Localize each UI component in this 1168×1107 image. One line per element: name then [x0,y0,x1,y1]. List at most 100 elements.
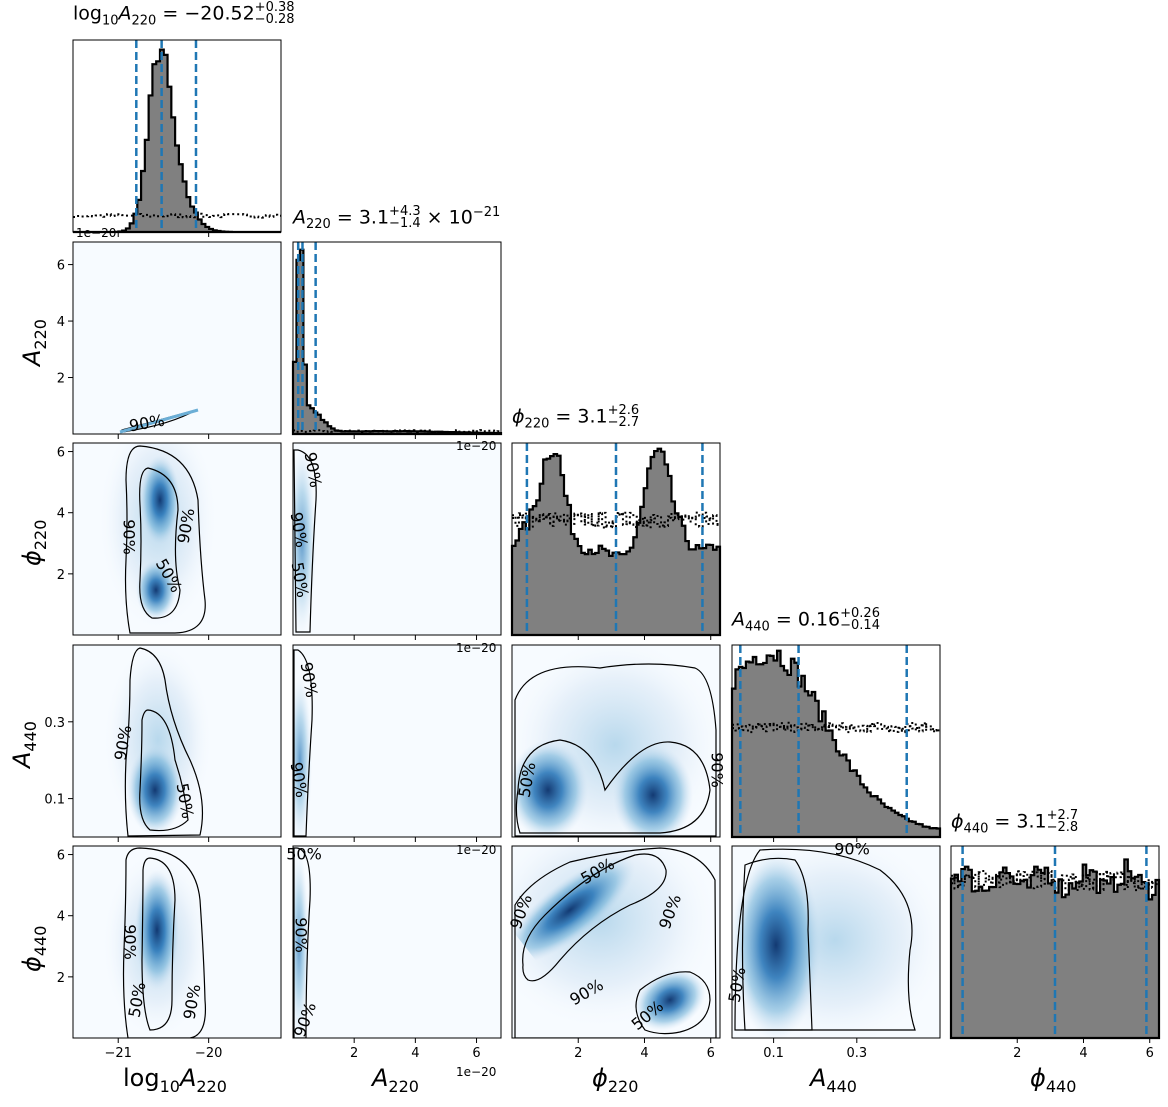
density-2-0 [136,560,176,620]
panel-frame-3-0 [72,644,282,838]
density-4-2 [634,969,706,1031]
xtick-label-A220-0: 2 [350,1046,358,1061]
title-suffix-exp: −21 [472,205,501,220]
contour-90-4-3 [734,848,916,1031]
axis-label-sub: 220 [388,1076,419,1096]
title-median: 3.1 [358,206,390,229]
title-minus: −0.14 [840,618,880,633]
xlabel-A220: A220 [372,1064,419,1096]
ytick-label-phi220-1: 4 [57,507,65,522]
panel-frame-4-1 [292,845,502,1039]
axis-label-sub: 220 [196,1076,227,1096]
title-logA220: log10A220 = −20.52 +0.38 −0.28 [73,1,295,28]
panel-frame-3-3 [731,644,941,838]
density-3-2 [512,740,588,837]
histogram-phi440 [949,846,1161,1040]
ytick-label-phi440-1: 4 [57,910,65,925]
title-symbol-sub: 220 [524,416,550,432]
contour-50-4-2 [522,853,667,982]
ytick-label-phi440-2: 6 [57,849,65,864]
ylabel-phi220: ϕ220 [18,520,50,566]
title-plus: +2.7 [1046,808,1079,823]
density-3-1 [293,675,312,837]
density-2-0 [140,455,180,545]
ytick-label-A220-2: 6 [57,259,65,274]
axis-label-sub: 440 [30,925,50,957]
contour-90-4-2 [514,847,717,1038]
contour-label-90-4-3: 90% [834,840,870,859]
contour-50-3-2 [515,739,711,834]
panel-frame-2-1 [292,442,502,636]
contour-label-90-3-2: 90% [708,752,727,788]
ytick-label-phi220-0: 2 [57,568,65,583]
title-symbol: A [118,2,132,25]
xtick-label-phi220-1: 4 [640,1046,648,1061]
title-equals: = [769,608,798,631]
contour-label-90-4-0-a: 90% [121,924,140,960]
title-plus: +0.26 [840,606,880,621]
panel-bg-1-0 [73,242,281,434]
title-errors: +0.26 −0.14 [840,606,880,633]
density-2-1 [293,445,316,635]
title-equals: = [988,810,1017,833]
panel-bg-2-1 [293,443,501,635]
panel-frame-0-0 [72,39,282,233]
panel-bg-3-1 [293,645,501,837]
xlabel-phi220: ϕ220 [592,1064,638,1096]
xtick-label-phi440-1: 4 [1079,1046,1087,1061]
prior-histogram-2-A440 [732,721,940,734]
contour-50-4-3 [741,857,813,1031]
title-errors: +2.7 −2.8 [1046,808,1079,834]
ylabel-phi440: ϕ440 [18,926,50,972]
contour-90-4-1 [293,847,311,1038]
axis-label-base: log [123,1064,160,1092]
contour-label-90-4-1: 90% [292,917,311,953]
title-symbol-sub: 440 [745,619,770,635]
title-symbol: A [293,206,306,229]
xtick-label-phi440-0: 2 [1013,1046,1021,1061]
panel-frame-1-1 [292,241,502,435]
panel-frame-3-2 [511,644,721,838]
title-minus: −2.7 [607,415,640,430]
panel-bg-4-1 [293,846,501,1038]
axis-label-symbol: ϕ [1030,1064,1046,1092]
histogram-A220 [291,242,503,436]
xtick-label-A440-1: 0.3 [846,1046,867,1061]
title-plus: +4.3 [389,203,421,219]
offset-text-4: 1e−20 [456,1065,496,1079]
title-symbol: ϕ [512,405,525,428]
offset-text-2: 1e−20 [456,641,496,655]
title-median: 3.1 [1016,810,1047,833]
title-symbol-sub: 220 [306,217,331,233]
title-phi220: ϕ220 = 3.1 +2.6 −2.7 [512,404,640,432]
ytick-label-phi220-2: 6 [57,446,65,461]
panel-frame-3-1 [292,644,502,838]
panel-frame-4-0 [72,845,282,1039]
title-equals: = [156,2,185,25]
title-errors: +2.6 −2.7 [607,404,640,430]
ytick-label-A220-0: 2 [57,372,65,387]
ytick-label-A440-0: 0.1 [44,793,65,808]
density-4-3 [732,850,821,1038]
xtick-label-phi220-2: 6 [707,1046,715,1061]
axis-label-symbol: A [372,1064,389,1092]
density-3-2 [613,745,693,837]
xtick-label-phi220-0: 2 [574,1046,582,1061]
axis-label-symbol: A [18,349,46,366]
title-A220: A220 = 3.1 +4.3 −1.4 × 10−21 [293,205,500,232]
axis-label-sub: 220 [30,319,50,350]
axis-label-base-sub: 10 [159,1076,180,1096]
xtick-label-logA220-0: −21 [104,1046,131,1061]
ylabel-A440: A440 [8,721,40,768]
ylabel-A220: A220 [18,319,50,366]
prior-histogram-A440 [732,722,940,734]
contour-90-2-0 [124,445,206,634]
contour-50-4-0 [141,857,176,1031]
axis-label-sub: 220 [607,1076,639,1096]
title-A440: A440 = 0.16 +0.26 −0.14 [732,606,880,635]
prior-histogram-2-phi440 [951,870,1159,892]
title-phi440: ϕ440 = 3.1 +2.7 −2.8 [951,808,1079,836]
title-symbol: ϕ [951,810,964,833]
title-errors: +4.3 −1.4 [389,203,421,230]
